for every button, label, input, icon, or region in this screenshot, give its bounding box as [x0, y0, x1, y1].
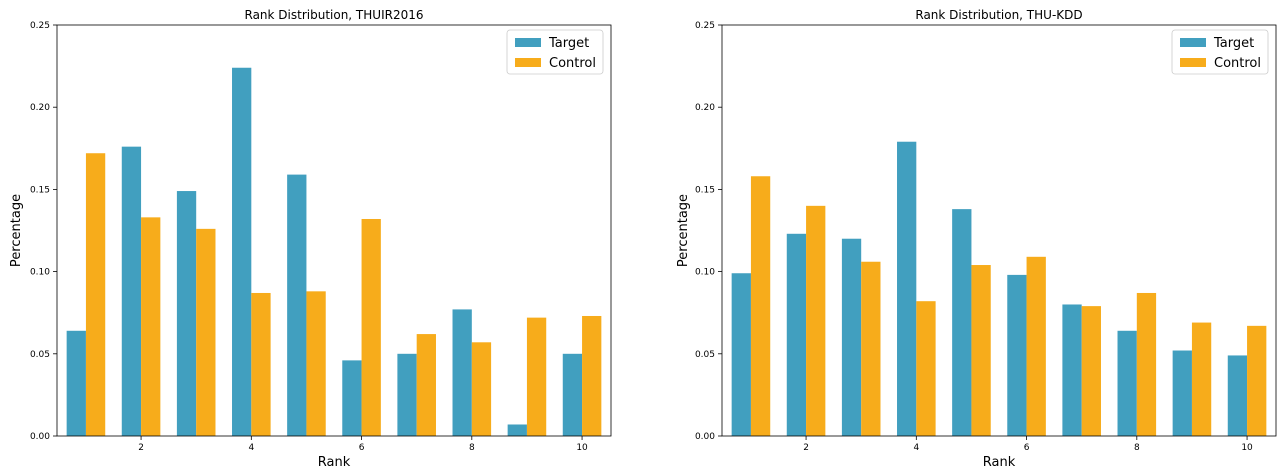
- legend-label-control: Control: [1214, 56, 1261, 71]
- bar-target-rank-2: [121, 146, 142, 436]
- bar-target-rank-7: [397, 353, 417, 436]
- y-tick-label: 0.25: [695, 21, 715, 31]
- bar-target-rank-5: [952, 209, 972, 436]
- legend: Target Control: [1171, 29, 1269, 75]
- chart-panel-1: 0.00 0.05 0.10 0.15 0.20 0.25 2 4 6 8 10 Rank Distr…: [9, 8, 612, 470]
- bar-control-rank-2: [141, 217, 161, 436]
- plot-frame: [721, 24, 1277, 437]
- bar-control-rank-8: [471, 342, 492, 436]
- bar-target-rank-9: [507, 424, 527, 436]
- bar-target-rank-7: [1062, 304, 1082, 436]
- y-tick-label: 0.00: [30, 432, 50, 442]
- x-tick-label: 6: [1024, 443, 1030, 453]
- bar-target-rank-8: [452, 309, 472, 436]
- bar-control-rank-9: [526, 317, 547, 436]
- bar-control-rank-5: [306, 291, 326, 436]
- y-axis-label: Percentage: [9, 194, 24, 267]
- bar-control-rank-5: [971, 265, 991, 436]
- bar-control-rank-8: [1136, 292, 1157, 436]
- bar-target-rank-1: [66, 330, 86, 436]
- legend-swatch-control: [515, 58, 541, 67]
- y-tick-label: 0.05: [30, 350, 50, 360]
- x-tick-label: 2: [803, 443, 809, 453]
- x-tick-label: 8: [469, 443, 475, 453]
- legend: Target Control: [506, 29, 604, 75]
- y-tick-label: 0.25: [30, 21, 50, 31]
- bar-target-rank-4: [232, 67, 252, 436]
- y-tick-label: 0.05: [695, 350, 715, 360]
- y-tick-label: 0.20: [695, 103, 715, 113]
- chart-title: Rank Distribution, THU-KDD: [915, 8, 1082, 22]
- bar-control-rank-4: [916, 301, 936, 436]
- y-tick-label: 0.10: [695, 268, 715, 278]
- x-tick-label: 8: [1134, 443, 1140, 453]
- x-tick-label: 2: [138, 443, 144, 453]
- x-axis-label: Rank: [983, 455, 1016, 470]
- x-tick-label: 10: [1241, 443, 1253, 453]
- legend-label-control: Control: [549, 56, 596, 71]
- x-tick-label: 10: [576, 443, 588, 453]
- plot-frame: [56, 24, 612, 437]
- bar-control-rank-3: [196, 228, 216, 436]
- bar-control-rank-6: [361, 218, 381, 436]
- x-axis-label: Rank: [318, 455, 351, 470]
- chart-panel-2: 0.00 0.05 0.10 0.15 0.20 0.25 2 4 6 8 10 Rank Distr…: [676, 8, 1277, 470]
- bar-target-rank-8: [1117, 330, 1137, 436]
- y-tick-label: 0.15: [695, 185, 715, 195]
- bar-target-rank-3: [176, 191, 197, 436]
- bar-control-rank-3: [861, 261, 881, 436]
- y-tick-label: 0.20: [30, 103, 50, 113]
- y-tick-label: 0.15: [30, 185, 50, 195]
- legend-label-target: Target: [1213, 36, 1254, 51]
- bar-control-rank-7: [416, 334, 436, 436]
- x-tick-label: 4: [248, 443, 254, 453]
- bar-control-rank-1: [85, 153, 106, 436]
- bar-target-rank-5: [287, 174, 307, 436]
- x-tick-label: 6: [359, 443, 365, 453]
- bar-target-rank-1: [731, 273, 751, 436]
- legend-swatch-control: [1180, 58, 1206, 67]
- y-tick-label: 0.10: [30, 268, 50, 278]
- y-tick-label: 0.00: [695, 432, 715, 442]
- legend-swatch-target: [515, 38, 541, 47]
- bar-target-rank-3: [841, 238, 862, 436]
- bar-control-rank-10: [582, 315, 602, 436]
- y-axis-label: Percentage: [676, 194, 691, 267]
- bar-control-rank-9: [1191, 322, 1212, 436]
- x-tick-label: 4: [913, 443, 919, 453]
- bar-target-rank-9: [1172, 350, 1192, 436]
- bar-target-rank-6: [342, 360, 362, 436]
- bar-control-rank-2: [806, 205, 826, 436]
- bar-target-rank-6: [1007, 274, 1027, 436]
- bar-control-rank-10: [1247, 325, 1267, 436]
- bar-control-rank-4: [251, 292, 271, 436]
- bar-target-rank-4: [897, 141, 917, 436]
- bar-target-rank-10: [1227, 355, 1248, 436]
- legend-swatch-target: [1180, 38, 1206, 47]
- bar-control-rank-7: [1081, 306, 1101, 436]
- bar-control-rank-1: [750, 176, 771, 437]
- chart-title: Rank Distribution, THUIR2016: [245, 8, 424, 22]
- bar-control-rank-6: [1026, 256, 1046, 436]
- bar-target-rank-2: [786, 233, 807, 436]
- legend-label-target: Target: [548, 36, 589, 51]
- bar-target-rank-10: [562, 353, 583, 436]
